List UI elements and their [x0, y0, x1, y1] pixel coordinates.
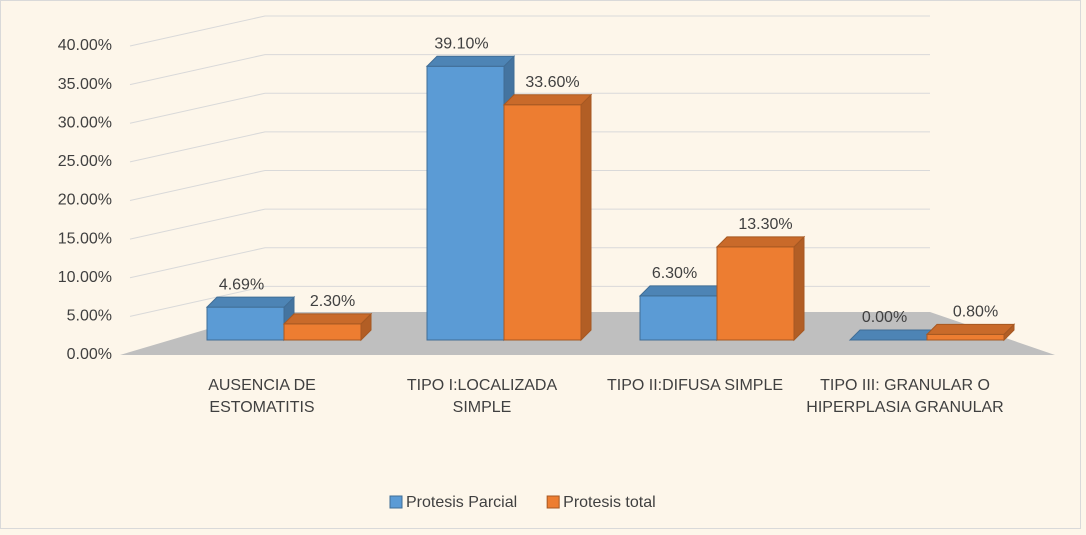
data-label: 6.30%: [652, 265, 697, 282]
bar-top: [638, 285, 729, 297]
bar-top: [848, 329, 939, 341]
grid-line: [129, 247, 930, 279]
y-tick-label: 5.00%: [67, 308, 112, 325]
data-label: 13.30%: [738, 216, 792, 233]
bar-top: [425, 55, 516, 67]
bar-top: [715, 236, 806, 248]
bar-front: [503, 104, 582, 341]
bar-front: [283, 323, 362, 341]
y-tick-label: 10.00%: [58, 269, 112, 286]
legend-label: Protesis Parcial: [406, 494, 517, 511]
y-tick-label: 15.00%: [58, 230, 112, 247]
data-label: 4.69%: [219, 276, 264, 293]
bar-front: [716, 246, 795, 341]
bar-top: [925, 323, 1016, 335]
grid-line: [129, 92, 930, 124]
data-label: 33.60%: [525, 74, 579, 91]
x-tick-label: TIPO I:LOCALIZADA SIMPLE: [406, 377, 558, 416]
y-tick-label: 35.00%: [58, 76, 112, 93]
grid-line: [129, 170, 930, 201]
bar-front: [926, 333, 1005, 341]
bar-front: [426, 65, 505, 341]
bar-side: [580, 93, 592, 342]
bar: [638, 284, 729, 342]
legend-label: Protesis total: [563, 494, 655, 511]
bar: [425, 55, 516, 342]
x-tick-label: AUSENCIA DE ESTOMATITIS: [208, 377, 316, 416]
y-tick-label: 0.00%: [67, 346, 112, 363]
x-tick-label: TIPO III: GRANULAR O HIPERPLASIA GRANULA…: [806, 377, 1004, 416]
bar-side: [793, 235, 805, 342]
grid-line: [129, 131, 930, 163]
y-tick-label: 40.00%: [58, 37, 112, 54]
grid-line: [129, 208, 930, 240]
bar: [502, 93, 593, 342]
bar: [925, 323, 1016, 342]
bar-top: [282, 313, 373, 325]
bar: [282, 312, 373, 342]
legend-swatch: [546, 495, 560, 509]
y-tick-label: 25.00%: [58, 153, 112, 170]
grid-line: [129, 54, 930, 86]
data-label: 2.30%: [310, 293, 355, 310]
bar-top: [502, 94, 593, 106]
y-tick-label: 20.00%: [58, 192, 112, 209]
bar: [205, 295, 296, 342]
bar-front: [639, 295, 718, 341]
data-label: 0.00%: [862, 309, 907, 326]
x-tick-label: TIPO II:DIFUSA SIMPLE: [606, 377, 784, 394]
bar-front: [206, 306, 285, 341]
bar-top: [205, 296, 296, 308]
bar: [848, 329, 939, 341]
data-label: 0.80%: [953, 304, 998, 321]
grid-line: [129, 15, 930, 47]
bar: [715, 235, 806, 342]
y-tick-label: 30.00%: [58, 114, 112, 131]
data-label: 39.10%: [434, 36, 488, 53]
legend-swatch: [389, 495, 403, 509]
